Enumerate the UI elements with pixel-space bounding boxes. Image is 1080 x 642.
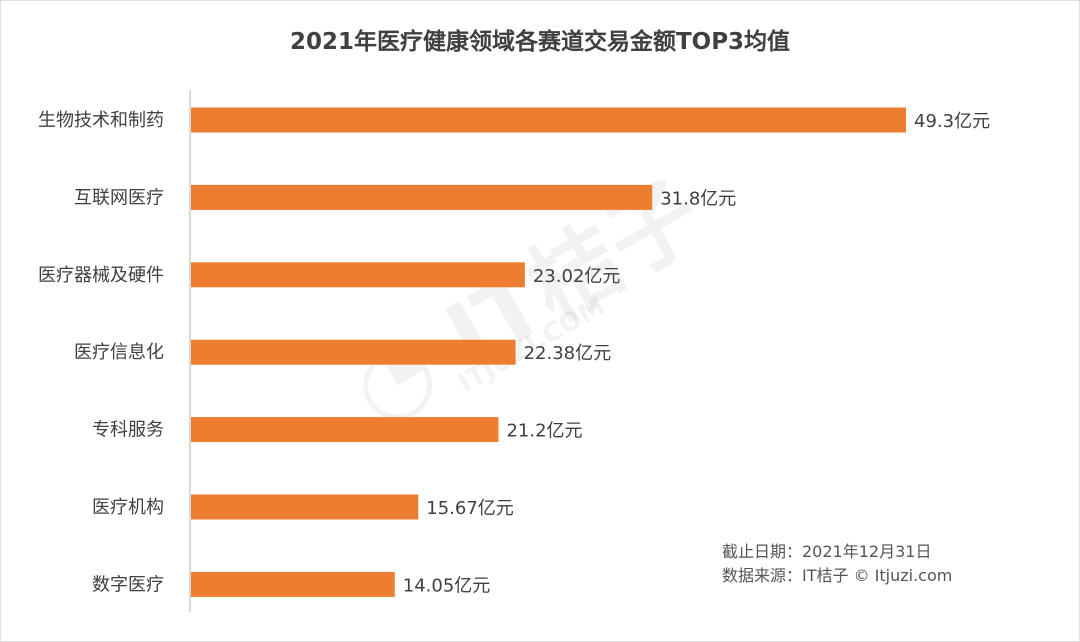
bar (191, 107, 906, 133)
value-label: 21.2亿元 (506, 421, 582, 442)
category-label: 医疗信息化 (74, 342, 164, 363)
category-label: 数字医疗 (92, 574, 164, 595)
bar (191, 262, 525, 288)
bar (191, 184, 653, 210)
value-label: 49.3亿元 (914, 111, 990, 132)
value-label: 22.38亿元 (524, 343, 612, 364)
category-label: 互联网医疗 (74, 187, 164, 208)
value-label: 31.8亿元 (660, 188, 736, 209)
category-label: 医疗机构 (92, 497, 164, 518)
category-label: 生物技术和制药 (38, 110, 164, 131)
chart-title: 2021年医疗健康领域各赛道交易金额TOP3均值 (289, 29, 791, 55)
bar (191, 339, 516, 365)
bar (191, 494, 419, 520)
value-label: 23.02亿元 (533, 266, 621, 287)
category-label: 医疗器械及硬件 (38, 265, 164, 286)
value-label: 14.05亿元 (403, 575, 491, 596)
footer-date: 截止日期：2021年12月31日 (722, 542, 932, 561)
bar (191, 571, 395, 597)
category-label: 专科服务 (92, 420, 164, 441)
value-label: 15.67亿元 (426, 498, 514, 519)
footer-source: 数据来源：IT桔子 © Itjuzi.com (722, 566, 953, 585)
bar (191, 417, 499, 443)
